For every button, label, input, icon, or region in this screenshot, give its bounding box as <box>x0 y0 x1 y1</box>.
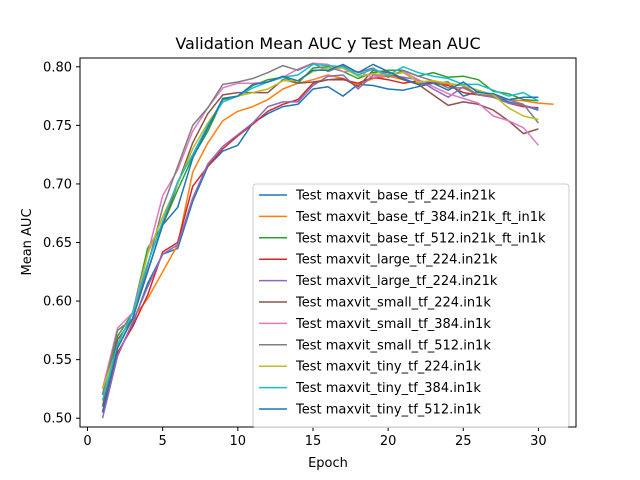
legend-label: Test maxvit_tiny_tf_512.in1k <box>295 403 481 418</box>
plot-lines <box>101 62 554 419</box>
x-tick-label: 25 <box>455 434 472 449</box>
x-tick-label: 0 <box>83 434 91 449</box>
legend-label: Test maxvit_large_tf_224.in21k <box>295 253 498 268</box>
y-tick-label: 0.50 <box>43 412 72 427</box>
legend-label: Test maxvit_small_tf_224.in1k <box>295 296 491 311</box>
series-line-11 <box>101 63 539 413</box>
legend-label: Test maxvit_tiny_tf_384.in1k <box>295 381 481 396</box>
y-axis-label: Mean AUC <box>20 208 35 275</box>
series-line-8 <box>101 62 539 395</box>
legend-label: Test maxvit_base_tf_512.in21k_ft_in1k <box>295 231 546 246</box>
legend-label: Test maxvit_small_tf_512.in1k <box>295 338 491 353</box>
y-tick-label: 0.70 <box>43 177 72 192</box>
y-tick-label: 0.75 <box>43 119 72 134</box>
y-tick-label: 0.80 <box>43 60 72 75</box>
y-axis-ticks: 0.50 0.55 0.60 0.65 0.70 0.75 0.80 <box>43 60 80 427</box>
legend-box <box>252 183 570 428</box>
x-tick-label: 15 <box>305 434 322 449</box>
x-axis-ticks: 0 5 10 15 20 25 30 <box>83 427 547 449</box>
x-tick-label: 20 <box>380 434 397 449</box>
legend-label: Test maxvit_small_tf_384.in1k <box>295 317 491 332</box>
legend: Test maxvit_base_tf_224.in21k Test maxvit… <box>252 183 570 428</box>
x-tick-label: 30 <box>530 434 547 449</box>
legend-label: Test maxvit_large_tf_224.in21k <box>295 274 498 289</box>
y-tick-label: 0.60 <box>43 295 72 310</box>
y-tick-label: 0.55 <box>43 353 72 368</box>
x-tick-label: 5 <box>159 434 167 449</box>
y-tick-label: 0.65 <box>43 236 72 251</box>
chart-title: Validation Mean AUC y Test Mean AUC <box>175 34 480 53</box>
legend-label: Test maxvit_base_tf_384.in21k_ft_in1k <box>295 210 546 225</box>
x-axis-label: Epoch <box>308 456 348 471</box>
legend-label: Test maxvit_tiny_tf_224.in1k <box>295 360 481 375</box>
legend-label: Test maxvit_base_tf_224.in21k <box>295 189 496 204</box>
x-tick-label: 10 <box>230 434 247 449</box>
